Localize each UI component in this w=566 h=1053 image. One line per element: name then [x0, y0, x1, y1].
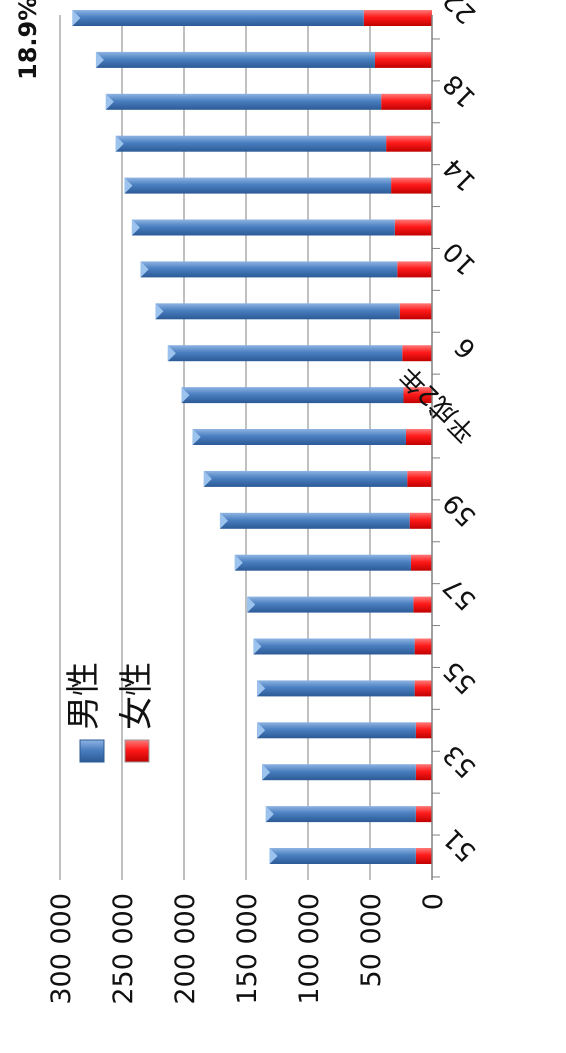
- bar-male-cap: [269, 848, 278, 864]
- category-label: 18: [438, 68, 483, 113]
- bar-female: [399, 303, 432, 320]
- bar-female: [402, 345, 432, 362]
- bar-male: [181, 387, 404, 404]
- legend: 男性 女性: [64, 662, 157, 763]
- bars: [72, 10, 432, 864]
- bar-male: [140, 261, 398, 278]
- bar-male: [257, 680, 415, 697]
- bar-male: [167, 345, 403, 362]
- bar-female: [374, 51, 432, 68]
- bar-male: [192, 429, 406, 445]
- category-label: 53: [438, 739, 483, 784]
- bar-male-cap: [167, 345, 176, 362]
- legend-label-female: 女性: [117, 662, 157, 730]
- bar-male-cap: [131, 219, 140, 236]
- bar-female: [410, 554, 432, 571]
- bar-male: [95, 51, 375, 68]
- bar-female: [391, 177, 432, 194]
- bar-male: [247, 596, 414, 613]
- bar-male-cap: [234, 554, 243, 571]
- bar-female: [413, 596, 432, 613]
- annotation-percent: 18.9%: [14, 0, 42, 80]
- bar-male: [203, 470, 408, 487]
- bar-male: [269, 848, 416, 864]
- legend-item-male: 男性: [64, 662, 105, 763]
- bar-male-cap: [262, 764, 271, 781]
- bar-male: [265, 806, 416, 823]
- bar-female: [397, 261, 432, 278]
- value-axis: 300 000 250 000 200 000 150 000 100 000 50 00…: [46, 893, 449, 1005]
- bar-male: [253, 638, 415, 655]
- bar-male: [115, 135, 387, 152]
- value-tick-label: 300 000: [46, 893, 77, 1005]
- value-tick-label: 50 000: [356, 893, 387, 987]
- bar-male-cap: [140, 261, 149, 278]
- legend-item-female: 女性: [117, 662, 157, 763]
- category-label: 22: [438, 0, 483, 29]
- category-label: 14: [438, 152, 483, 197]
- bar-male: [219, 512, 410, 529]
- bar-female: [409, 512, 432, 529]
- bar-male-cap: [105, 93, 114, 110]
- bar-male: [257, 722, 416, 739]
- bar-male-cap: [257, 722, 266, 739]
- bar-male-cap: [181, 387, 190, 404]
- bar-female: [415, 722, 432, 739]
- bar-male-cap: [155, 303, 164, 320]
- bar-male-cap: [72, 10, 81, 26]
- legend-label-male: 男性: [64, 662, 104, 730]
- category-label: 55: [438, 655, 483, 700]
- legend-swatch-male: [79, 739, 105, 763]
- category-label: 59: [438, 487, 483, 532]
- bar-male-cap: [219, 512, 228, 529]
- value-tick-label: 0: [418, 893, 449, 910]
- bar-male-cap: [203, 470, 212, 487]
- bar-male: [105, 93, 382, 110]
- bar-male-cap: [247, 596, 256, 613]
- category-label: 51: [438, 822, 483, 867]
- bar-male-cap: [265, 806, 274, 823]
- legend-swatch-female: [124, 739, 150, 763]
- bar-male-cap: [192, 429, 201, 445]
- bar-female: [403, 387, 432, 404]
- bar-male-cap: [95, 51, 104, 68]
- category-label: 10: [438, 236, 483, 281]
- bar-male: [72, 10, 364, 26]
- bar-female: [414, 638, 432, 655]
- bar-female: [414, 680, 432, 697]
- category-label: 57: [438, 571, 483, 616]
- bar-male-cap: [124, 177, 133, 194]
- bar-female: [394, 219, 432, 236]
- bar-female: [386, 135, 432, 152]
- bar-male: [234, 554, 411, 571]
- bar-female: [415, 806, 432, 823]
- value-tick-label: 150 000: [232, 893, 263, 1005]
- bar-female: [407, 470, 432, 487]
- bar-male-cap: [115, 135, 124, 152]
- value-tick-label: 100 000: [294, 893, 325, 1005]
- bar-female: [405, 429, 432, 445]
- bar-male: [131, 219, 395, 236]
- value-tick-label: 250 000: [108, 893, 139, 1005]
- bar-female: [415, 764, 432, 781]
- bar-female: [415, 848, 432, 864]
- bar-male: [155, 303, 400, 320]
- bar-female: [381, 93, 432, 110]
- bar-female: [363, 10, 432, 26]
- value-tick-label: 200 000: [170, 893, 201, 1005]
- bar-male: [124, 177, 392, 194]
- category-label: 6: [449, 331, 482, 364]
- bar-male: [262, 764, 416, 781]
- bar-male-cap: [253, 638, 262, 655]
- bar-male-cap: [257, 680, 266, 697]
